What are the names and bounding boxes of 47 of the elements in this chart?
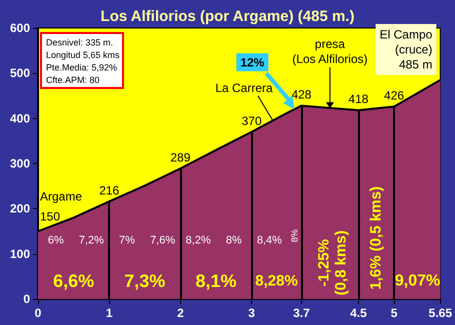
data-label: 428 xyxy=(291,88,312,102)
annotation: 7% xyxy=(119,234,136,246)
data-label: 418 xyxy=(348,92,369,106)
annotation: Cfte.APM: 80 xyxy=(46,75,100,85)
y-tick-label: 300 xyxy=(10,156,30,170)
data-label: 426 xyxy=(384,88,404,103)
y-tick-label: 400 xyxy=(10,111,30,126)
annotation: Desnivel: 335 m. xyxy=(46,38,114,48)
x-tick-label: 2 xyxy=(177,306,184,320)
x-tick-label: 3.7 xyxy=(293,306,310,320)
data-label: 289 xyxy=(170,150,191,164)
annotation: 7,2% xyxy=(78,234,104,246)
data-label: 370 xyxy=(242,114,262,128)
annotation: 7,6% xyxy=(150,234,176,246)
annotation: 6,6% xyxy=(53,270,94,291)
annotation: El Campo (cruce) 485 m xyxy=(380,27,433,72)
annotation: Pte.Media: 5,92% xyxy=(46,62,118,72)
annotation: 8,4% xyxy=(256,234,282,246)
annotation: 12% xyxy=(240,55,265,70)
chart-title: Los Alfilorios (por Argame) (485 m.) xyxy=(100,8,354,25)
annotation: -1,25% (0,8 kms) xyxy=(316,230,350,296)
y-tick-label: 500 xyxy=(10,66,30,80)
x-tick-label: 4.5 xyxy=(350,306,368,320)
annotation: 8,28% xyxy=(255,272,298,290)
annotation: Longitud 5,65 kms xyxy=(46,50,120,60)
annotation: 9,07% xyxy=(394,272,440,290)
annotation: Argame xyxy=(40,189,82,204)
y-tick-label: 600 xyxy=(10,21,30,35)
x-tick-label: 5 xyxy=(390,306,398,320)
annotation: 7,3% xyxy=(124,270,166,291)
annotation: presa (Los Alfilorios) xyxy=(292,36,368,66)
x-tick-label: 0 xyxy=(34,306,42,320)
annotation: La Carrera xyxy=(215,80,273,95)
y-tick-label: 200 xyxy=(10,202,30,216)
annotation: 8,2% xyxy=(186,234,211,246)
x-tick-label: 5.65 xyxy=(428,306,452,320)
annotation: 8,1% xyxy=(196,270,237,291)
annotation: 8% xyxy=(226,234,242,246)
data-label: 150 xyxy=(40,209,60,224)
annotation: 8% xyxy=(289,229,300,242)
data-label: 216 xyxy=(99,183,120,198)
y-tick-label: 0 xyxy=(23,292,30,306)
annotation: 1,6% (0,5 kms) xyxy=(368,186,385,290)
x-tick-label: 3 xyxy=(248,306,256,320)
y-tick-label: 100 xyxy=(10,246,30,261)
annotation: 6% xyxy=(48,234,64,246)
x-tick-label: 1 xyxy=(106,306,113,320)
